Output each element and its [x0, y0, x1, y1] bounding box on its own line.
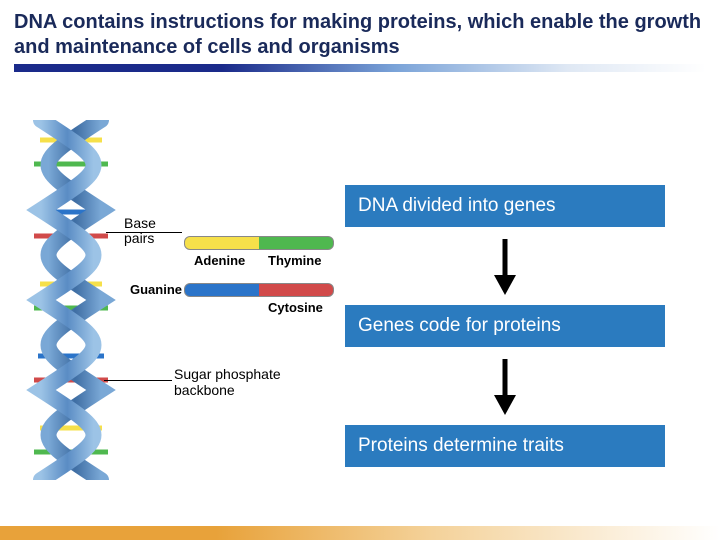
label-sugar-phosphate-backbone: Sugar phosphate backbone	[174, 366, 281, 398]
leader-line	[104, 380, 172, 381]
label-cytosine: Cytosine	[268, 300, 323, 315]
title-underline	[14, 64, 706, 72]
slide-header: DNA contains instructions for making pro…	[0, 0, 720, 78]
dna-diagram: Base pairs Adenine Thymine Guanine Cytos…	[16, 120, 356, 480]
dna-helix-icon	[16, 120, 136, 480]
base-pair-bar-gc	[184, 283, 334, 297]
label-thymine: Thymine	[268, 253, 321, 268]
flow-box-label: Genes code for proteins	[358, 315, 561, 336]
label-adenine: Adenine	[194, 253, 245, 268]
arrow-down-icon	[491, 355, 519, 417]
label-base-pairs-line1: Base pairs	[124, 215, 156, 246]
flow-box-label: Proteins determine traits	[358, 435, 564, 456]
arrow-down-icon	[491, 235, 519, 297]
footer-accent-bar	[0, 526, 720, 540]
flow-arrow	[345, 227, 665, 305]
flow-box-genes-proteins: Genes code for proteins	[345, 305, 665, 347]
flow-box-proteins-traits: Proteins determine traits	[345, 425, 665, 467]
label-guanine: Guanine	[130, 282, 182, 297]
flow-box-label: DNA divided into genes	[358, 195, 556, 216]
base-pair-bar-at	[184, 236, 334, 250]
flow-box-dna-genes: DNA divided into genes	[345, 185, 665, 227]
slide-title: DNA contains instructions for making pro…	[14, 10, 706, 60]
label-base-pairs: Base pairs	[124, 216, 156, 247]
flow-diagram: DNA divided into genes Genes code for pr…	[345, 185, 685, 467]
flow-arrow	[345, 347, 665, 425]
